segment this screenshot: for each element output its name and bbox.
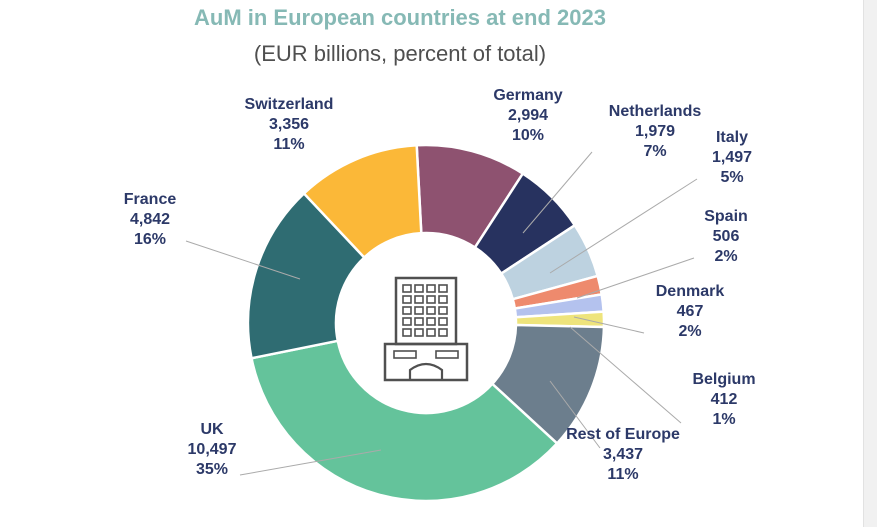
slice-name: UK — [200, 421, 224, 438]
slice-value: 506 — [713, 228, 740, 245]
slice-value: 467 — [677, 303, 704, 320]
slice-value: 10,497 — [188, 441, 237, 458]
label-netherlands: Netherlands 1,979 7% — [609, 103, 702, 160]
slice-percent: 11% — [607, 466, 638, 483]
label-france: France 4,842 16% — [124, 191, 177, 248]
leader-spain — [576, 257, 695, 299]
leader-italy — [549, 178, 698, 274]
slice-value: 4,842 — [130, 211, 170, 228]
slice-uk — [250, 339, 559, 503]
label-uk: UK 10,497 35% — [188, 421, 237, 478]
slice-percent: 5% — [720, 169, 743, 186]
slice-name: Switzerland — [245, 96, 334, 113]
label-italy: Italy 1,497 5% — [712, 129, 752, 186]
slice-name: Rest of Europe — [566, 426, 680, 443]
slice-name: Netherlands — [609, 103, 702, 120]
slice-france — [246, 191, 367, 360]
slice-value: 3,356 — [269, 116, 309, 133]
slice-value: 1,979 — [635, 123, 675, 140]
slice-value: 412 — [711, 391, 738, 408]
label-denmark: Denmark 467 2% — [656, 283, 725, 340]
slice-name: Italy — [716, 129, 748, 146]
label-switzerland: Switzerland 3,356 11% — [245, 96, 334, 153]
slice-percent: 2% — [678, 323, 701, 340]
label-rest-of-europe: Rest of Europe 3,437 11% — [566, 426, 680, 483]
slice-name: Germany — [493, 87, 562, 104]
slice-value: 1,497 — [712, 149, 752, 166]
chart-subtitle: (EUR billions, percent of total) — [253, 41, 547, 66]
slice-name: Spain — [704, 208, 748, 225]
label-spain: Spain 506 2% — [704, 208, 748, 265]
label-belgium: Belgium 412 1% — [692, 371, 755, 428]
page-edge — [863, 0, 877, 527]
slice-percent: 7% — [643, 143, 666, 160]
leader-uk — [239, 449, 382, 476]
slice-name: France — [124, 191, 177, 208]
chart-title: AuM in European countries at end 2023 — [194, 5, 606, 30]
slice-percent: 1% — [712, 411, 735, 428]
slice-name: Denmark — [656, 283, 725, 300]
leader-netherlands — [522, 151, 593, 234]
slice-value: 2,994 — [508, 107, 548, 124]
slice-name: Belgium — [692, 371, 755, 388]
slice-switzerland — [302, 143, 423, 260]
leader-belgium — [569, 326, 682, 424]
leader-denmark — [573, 316, 645, 334]
leader-rest-of-europe — [549, 380, 601, 449]
building-icon — [383, 276, 469, 382]
slice-percent: 11% — [273, 136, 304, 153]
leader-france — [185, 240, 301, 280]
slice-percent: 35% — [196, 461, 228, 478]
slice-percent: 10% — [512, 127, 544, 144]
slice-percent: 2% — [714, 248, 737, 265]
label-germany: Germany 2,994 10% — [493, 87, 562, 144]
slice-value: 3,437 — [603, 446, 643, 463]
slice-percent: 16% — [134, 231, 166, 248]
